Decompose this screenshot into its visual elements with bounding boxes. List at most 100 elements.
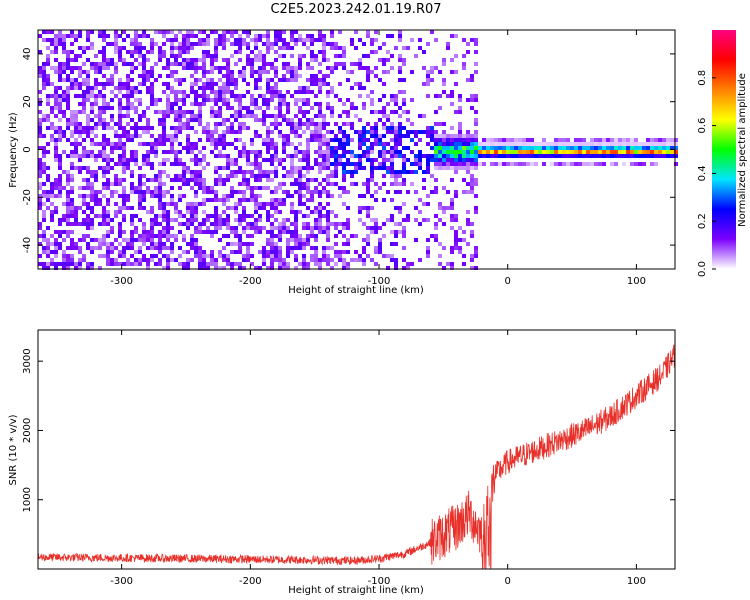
spectrogram-cell <box>462 142 466 146</box>
spectrogram-cell <box>334 182 338 186</box>
spectrogram-cell <box>46 246 50 250</box>
spectrogram-cell <box>146 74 150 78</box>
spectrogram-cell <box>122 46 126 50</box>
spectrogram-cell <box>274 202 278 206</box>
spectrogram-cell <box>222 86 226 90</box>
spectrogram-cell <box>414 130 418 134</box>
spectrogram-cell <box>250 234 254 238</box>
spectrogram-cell <box>238 198 242 202</box>
spectrogram-cell <box>598 146 602 150</box>
spectrogram-cell <box>254 54 258 58</box>
spectrogram-cell <box>414 238 418 242</box>
spectrogram-cell <box>454 138 458 142</box>
spectrogram-cell <box>302 262 306 266</box>
spectrogram-cell <box>218 114 222 118</box>
spectrogram-cell <box>374 218 378 222</box>
spectrogram-cell <box>634 154 638 158</box>
spectrogram-cell <box>286 142 290 146</box>
spectrogram-cell <box>46 58 50 62</box>
spectrogram-cell <box>106 178 110 182</box>
spectrogram-cell <box>294 90 298 94</box>
spectrogram-cell <box>346 162 350 166</box>
spectrogram-cell <box>286 106 290 110</box>
spectrogram-cell <box>322 38 326 42</box>
spectrogram-cell <box>370 70 374 74</box>
spectrogram-cell <box>126 258 130 262</box>
spectrogram-cell <box>334 234 338 238</box>
spectrogram-cell <box>114 62 118 66</box>
spectrogram-cell <box>278 78 282 82</box>
spectrogram-cell <box>258 86 262 90</box>
spectrogram-cell <box>230 262 234 266</box>
spectrogram-cell <box>122 134 126 138</box>
spectrogram-cell <box>402 182 406 186</box>
spectrogram-cell <box>94 70 98 74</box>
spectrogram-cell <box>474 182 478 186</box>
spectrogram-cell <box>206 230 210 234</box>
spectrogram-cell <box>194 238 198 242</box>
spectrogram-cell <box>170 142 174 146</box>
spectrogram-cell <box>202 190 206 194</box>
spectrogram-cell <box>614 150 618 154</box>
spectrogram-cell <box>470 138 474 142</box>
spectrogram-cell <box>350 102 354 106</box>
spectrogram-cell <box>630 154 634 158</box>
spectrogram-cell <box>394 222 398 226</box>
spectrogram-cell <box>430 154 434 158</box>
spectrogram-cell <box>150 226 154 230</box>
spectrogram-cell <box>142 254 146 258</box>
spectrogram-cell <box>562 142 566 146</box>
spectrogram-cell <box>218 174 222 178</box>
spectrogram-cell <box>290 222 294 226</box>
spectrogram-cell <box>666 146 670 150</box>
spectrogram-cell <box>594 138 598 142</box>
spectrogram-cell <box>350 122 354 126</box>
spectrogram-cell <box>454 110 458 114</box>
spectrogram-cell <box>234 38 238 42</box>
spectrogram-cell <box>266 202 270 206</box>
spectrogram-cell <box>466 50 470 54</box>
spectrogram-cell <box>174 138 178 142</box>
spectrogram-cell <box>278 94 282 98</box>
spectrogram-cell <box>142 258 146 262</box>
spectrogram-cell <box>414 134 418 138</box>
spectrogram-cell <box>582 162 586 166</box>
spectrogram-cell <box>122 162 126 166</box>
spectrogram-cell <box>98 62 102 66</box>
spectrogram-cell <box>394 182 398 186</box>
spectrogram-cell <box>162 118 166 122</box>
spectrogram-cell <box>162 50 166 54</box>
spectrogram-cell <box>102 142 106 146</box>
spectrogram-cell <box>650 150 654 154</box>
spectrogram-cell <box>302 222 306 226</box>
spectrogram-cell <box>146 230 150 234</box>
spectrogram-cell <box>306 86 310 90</box>
spectrogram-cell <box>266 90 270 94</box>
spectrogram-cell <box>222 98 226 102</box>
spectrogram-cell <box>86 206 90 210</box>
spectrogram-cell <box>378 118 382 122</box>
spectrogram-cell <box>110 78 114 82</box>
spectrogram-cell <box>322 254 326 258</box>
spectrogram-cell <box>326 42 330 46</box>
spectrogram-cell <box>134 134 138 138</box>
spectrogram-cell <box>202 258 206 262</box>
spectrogram-cell <box>470 182 474 186</box>
spectrogram-cell <box>470 166 474 170</box>
spectrogram-cell <box>322 34 326 38</box>
spectrogram-cell <box>242 66 246 70</box>
spectrogram-cell <box>282 118 286 122</box>
spectrogram-cell <box>310 58 314 62</box>
spectrogram-cell <box>106 246 110 250</box>
spectrogram-cell <box>282 30 286 34</box>
spectrogram-cell <box>86 170 90 174</box>
spectrogram-cell <box>74 54 78 58</box>
spectrogram-cell <box>302 114 306 118</box>
spectrogram-cell <box>50 250 54 254</box>
spectrogram-cell <box>242 42 246 46</box>
spectrogram-cell <box>310 42 314 46</box>
spectrogram-cell <box>82 50 86 54</box>
spectrogram-cell <box>378 246 382 250</box>
spectrogram-cell <box>650 162 654 166</box>
spectrogram-cell <box>334 166 338 170</box>
